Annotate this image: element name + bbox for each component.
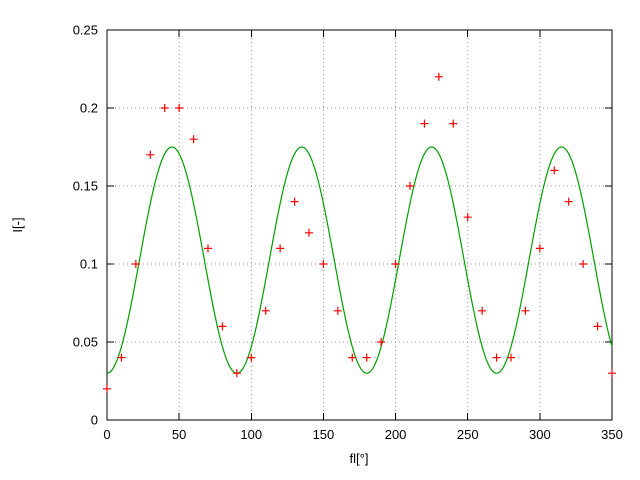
fit-curve bbox=[106, 146, 613, 374]
data-point bbox=[579, 260, 588, 268]
x-axis-label: fl[°] bbox=[350, 451, 369, 466]
y-tick-label: 0 bbox=[91, 413, 98, 428]
plot-border bbox=[106, 29, 613, 421]
x-tick-label: 50 bbox=[172, 427, 186, 442]
data-point bbox=[391, 260, 400, 268]
data-point bbox=[593, 322, 602, 331]
data-point bbox=[463, 213, 472, 222]
data-point bbox=[319, 260, 328, 268]
y-axis-label: I[-] bbox=[10, 217, 25, 232]
x-tick-label: 350 bbox=[601, 427, 623, 442]
x-tick-label: 250 bbox=[457, 427, 479, 442]
data-point bbox=[420, 119, 429, 128]
y-tick-label: 0.05 bbox=[73, 335, 98, 350]
data-point bbox=[103, 384, 111, 393]
data-point bbox=[261, 306, 270, 315]
data-point bbox=[377, 338, 386, 346]
data-point bbox=[550, 166, 559, 175]
data-point bbox=[146, 150, 155, 159]
x-tick-label: 200 bbox=[385, 427, 407, 442]
data-point bbox=[305, 228, 313, 237]
data-point bbox=[247, 353, 256, 362]
data-point bbox=[564, 197, 573, 206]
x-tick-label: 0 bbox=[103, 427, 110, 442]
y-tick-label: 0.25 bbox=[73, 23, 98, 38]
x-tick-label: 150 bbox=[313, 427, 335, 442]
x-tick-label: 100 bbox=[240, 427, 262, 442]
data-point bbox=[535, 244, 544, 253]
data-point bbox=[131, 260, 140, 268]
data-point bbox=[492, 353, 501, 362]
data-point bbox=[204, 244, 212, 253]
data-point bbox=[232, 369, 241, 378]
data-point bbox=[189, 135, 198, 144]
data-point bbox=[218, 322, 227, 331]
data-point bbox=[333, 306, 342, 315]
data-point bbox=[290, 197, 299, 206]
data-point bbox=[406, 182, 414, 190]
data-point bbox=[348, 353, 357, 362]
data-point bbox=[449, 119, 458, 128]
data-point bbox=[362, 353, 371, 362]
y-tick-label: 0.15 bbox=[73, 179, 98, 194]
data-point bbox=[276, 244, 285, 253]
data-point bbox=[478, 306, 487, 315]
data-point bbox=[507, 353, 515, 362]
data-point bbox=[160, 104, 169, 112]
x-tick-label: 300 bbox=[529, 427, 551, 442]
y-tick-label: 0.2 bbox=[80, 101, 98, 116]
data-point bbox=[521, 306, 530, 315]
data-point bbox=[608, 369, 616, 378]
data-point bbox=[117, 353, 126, 362]
data-point bbox=[175, 104, 184, 112]
data-point bbox=[434, 72, 443, 81]
y-tick-label: 0.1 bbox=[80, 257, 98, 272]
